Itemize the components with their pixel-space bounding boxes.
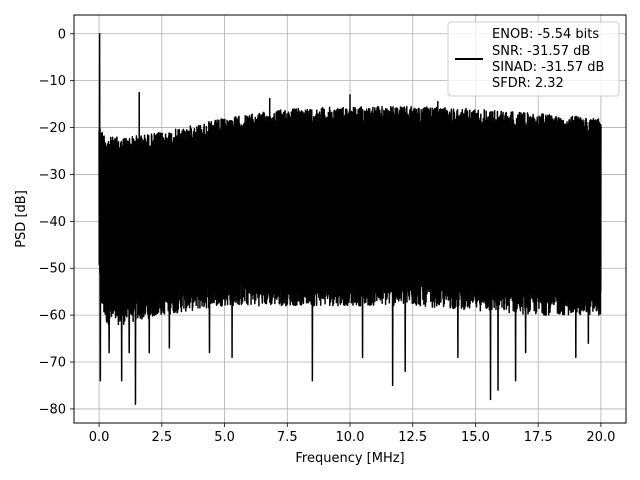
legend-text-sfdr: SFDR: 2.32 bbox=[492, 76, 564, 91]
x-tick-label: 20.0 bbox=[586, 430, 615, 445]
y-tick-label: −70 bbox=[39, 356, 66, 371]
y-tick-label: −20 bbox=[39, 121, 66, 136]
legend-text-snr: SNR: -31.57 dB bbox=[492, 44, 590, 59]
x-axis-label: Frequency [MHz] bbox=[295, 451, 404, 466]
plot-area bbox=[98, 33, 602, 405]
x-tick-label: 7.5 bbox=[277, 430, 298, 445]
y-tick-label: 0 bbox=[58, 27, 66, 42]
x-tick-label: 12.5 bbox=[398, 430, 427, 445]
legend-text-sinad: SINAD: -31.57 dB bbox=[492, 60, 604, 75]
y-tick-label: −80 bbox=[39, 402, 66, 417]
legend: ENOB: -5.54 bits SNR: -31.57 dB SINAD: -… bbox=[447, 21, 620, 97]
legend-text-enob: ENOB: -5.54 bits bbox=[492, 27, 599, 42]
y-tick-label: −50 bbox=[39, 262, 66, 277]
psd-series-line bbox=[98, 33, 602, 405]
y-axis-label: PSD [dB] bbox=[14, 190, 29, 248]
y-tick-label: −30 bbox=[39, 168, 66, 183]
legend-box bbox=[447, 21, 620, 97]
x-tick-label: 0.0 bbox=[89, 430, 110, 445]
y-axis-ticks: 0 −10 −20 −30 −40 −50 −60 −70 −80 bbox=[39, 27, 74, 417]
y-tick-label: −40 bbox=[39, 215, 66, 230]
y-tick-label: −60 bbox=[39, 309, 66, 324]
series-group bbox=[98, 33, 602, 405]
x-tick-label: 10.0 bbox=[336, 430, 365, 445]
x-tick-label: 15.0 bbox=[461, 430, 490, 445]
x-tick-label: 2.5 bbox=[151, 430, 172, 445]
x-axis-ticks: 0.0 2.5 5.0 7.5 10.0 12.5 15.0 17.5 20.0 bbox=[89, 423, 615, 445]
y-tick-label: −10 bbox=[39, 74, 66, 89]
x-tick-label: 5.0 bbox=[214, 430, 235, 445]
x-tick-label: 17.5 bbox=[524, 430, 553, 445]
